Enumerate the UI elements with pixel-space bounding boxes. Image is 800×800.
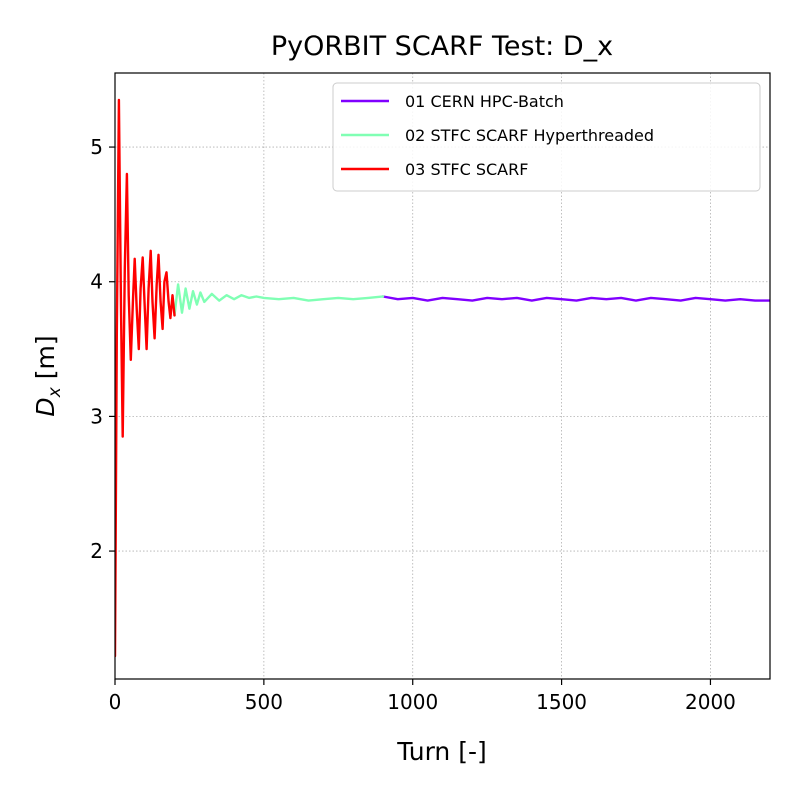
y-axis-label: Dx [m] (31, 335, 65, 416)
legend: 01 CERN HPC-Batch 02 STFC SCARF Hyperthre… (332, 82, 761, 192)
series-line-1 (381, 295, 770, 302)
legend-frame (332, 82, 761, 192)
x-tick-label: 2000 (685, 690, 736, 714)
y-tick-label: 2 (90, 539, 103, 563)
x-tick-label: 1500 (536, 690, 587, 714)
legend-label-1: 01 CERN HPC-Batch (405, 92, 564, 111)
y-tick-label: 4 (90, 270, 103, 294)
y-tick-label: 5 (90, 135, 103, 159)
y-tick-label: 3 (90, 404, 103, 428)
series-line-2 (173, 283, 385, 317)
y-axis-label-main: D (31, 397, 60, 416)
legend-label-2: 02 STFC SCARF Hyperthreaded (405, 126, 654, 145)
series-line-3 (115, 98, 176, 658)
ticks: 0 500 1000 1500 2000 2 3 4 5 (90, 135, 736, 714)
y-axis-label-subscript: x (45, 386, 65, 398)
series-layer (115, 98, 770, 658)
x-tick-label: 1000 (387, 690, 438, 714)
x-axis-label: Turn [-] (396, 737, 486, 766)
plot-frame (114, 72, 771, 680)
legend-label-3: 03 STFC SCARF (405, 160, 528, 179)
x-tick-label: 0 (109, 690, 122, 714)
x-tick-label: 500 (245, 690, 283, 714)
y-axis-label-unit: [m] (31, 335, 60, 387)
chart-title: PyORBIT SCARF Test: D_x (271, 31, 613, 62)
